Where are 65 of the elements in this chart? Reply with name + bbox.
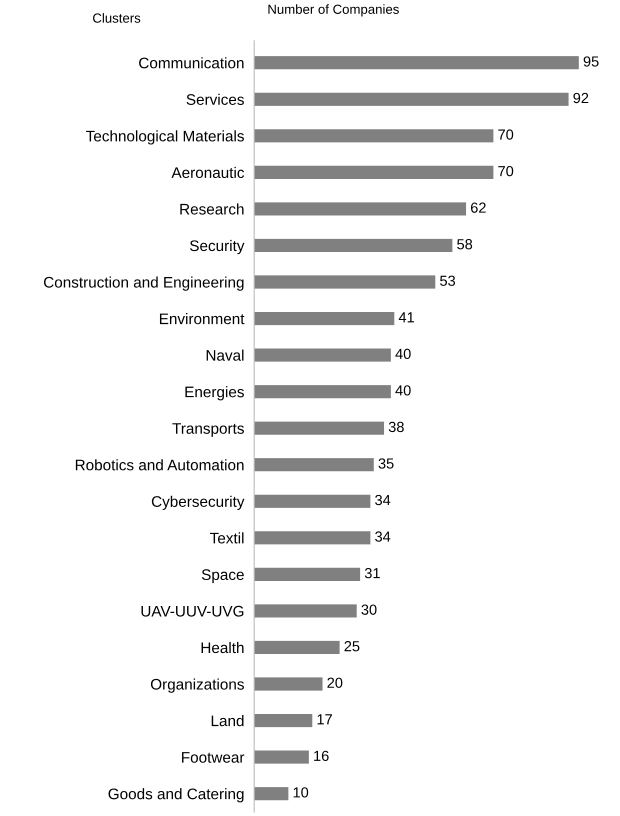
- y-tick-label: Organizations: [150, 678, 244, 693]
- bar: [254, 166, 494, 179]
- bar: [254, 640, 340, 654]
- y-tick-label: Security: [190, 240, 244, 254]
- data-label: 70: [498, 129, 514, 140]
- data-label: 92: [573, 92, 588, 104]
- bar: [254, 348, 391, 362]
- bar: [254, 677, 323, 691]
- bar: [254, 312, 394, 326]
- y-tick-label: Communication: [139, 57, 244, 68]
- y-tick-label: Services: [186, 94, 244, 105]
- bar: [254, 604, 357, 618]
- y-tick-label: Aeronautic: [171, 166, 244, 178]
- bar: [254, 787, 288, 800]
- data-label: 95: [584, 56, 599, 67]
- data-label: 53: [440, 276, 456, 286]
- data-label: 35: [378, 458, 394, 469]
- bar: [254, 750, 309, 764]
- y-tick-label: Health: [202, 642, 244, 654]
- bar: [254, 422, 384, 435]
- bar: [254, 202, 466, 216]
- data-label: 20: [327, 678, 342, 688]
- data-label: 25: [344, 641, 360, 652]
- data-label: 16: [314, 750, 329, 762]
- y-tick-label: Robotics and Automation: [76, 459, 244, 470]
- y-tick-label: Footwear: [182, 752, 244, 763]
- bar: [254, 531, 370, 544]
- bar: [254, 238, 452, 252]
- data-label: 34: [375, 531, 390, 542]
- y-tick-label: Land: [212, 715, 244, 726]
- bar: [254, 458, 374, 472]
- y-tick-label: Textil: [210, 532, 244, 544]
- data-label: 30: [361, 604, 377, 615]
- data-label: 58: [457, 239, 472, 250]
- data-label: 40: [395, 385, 411, 396]
- y-tick-label: Transports: [172, 423, 244, 437]
- y-tick-label: Goods and Catering: [108, 788, 244, 802]
- bar: [254, 92, 569, 106]
- data-label: 31: [364, 568, 380, 578]
- data-label: 34: [375, 494, 390, 506]
- data-label: 62: [470, 202, 486, 213]
- y-tick-label: Construction and Engineering: [44, 276, 244, 291]
- y-tick-label: Naval: [206, 350, 244, 361]
- bar: [254, 714, 312, 728]
- bar: [254, 494, 370, 508]
- y-tick-label: Environment: [160, 313, 244, 324]
- y-tick-label: Research: [180, 203, 244, 215]
- x-axis-title: Number of Companies: [268, 4, 399, 17]
- y-tick-label: Cybersecurity: [152, 496, 244, 510]
- data-label: 10: [294, 787, 308, 798]
- bar: [254, 568, 360, 581]
- bar: [254, 385, 391, 398]
- data-label: 41: [398, 312, 414, 322]
- data-label: 70: [498, 166, 514, 176]
- y-tick-label: Technological Materials: [86, 130, 244, 145]
- data-label: 40: [395, 348, 411, 360]
- y-tick-label: Energies: [185, 386, 244, 400]
- y-axis-title: Clusters: [93, 13, 140, 23]
- bar: [254, 129, 494, 142]
- data-label: 17: [318, 714, 332, 724]
- y-tick-label: UAV-UUV-UVG: [142, 606, 244, 617]
- data-label: 38: [388, 422, 404, 432]
- bar: [254, 275, 436, 289]
- y-tick-label: Space: [202, 569, 244, 584]
- bar: [254, 56, 579, 70]
